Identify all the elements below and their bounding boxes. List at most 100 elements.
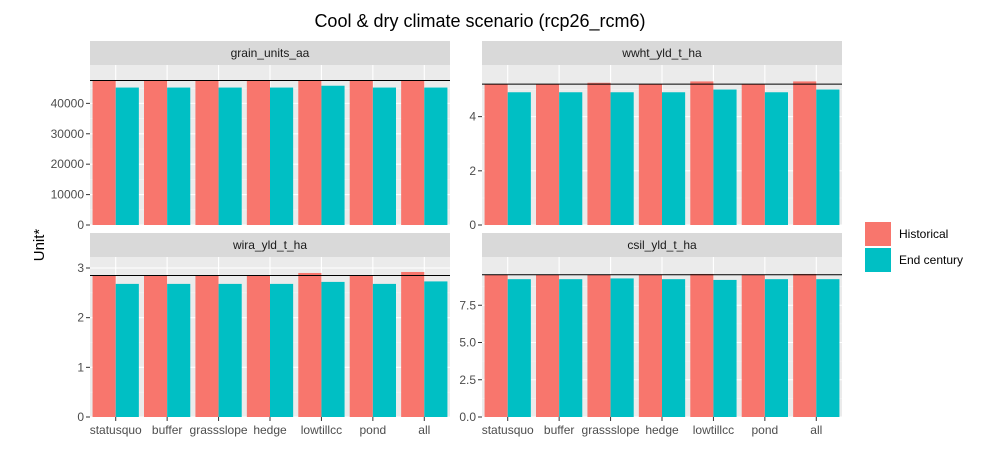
bar-historical-statusquo [92, 80, 116, 226]
bar-end-century-all [424, 281, 448, 417]
x-tick-label: pond [360, 423, 387, 437]
bar-historical-lowtillcc [690, 81, 714, 225]
bar-historical-hedge [638, 274, 662, 417]
bar-end-century-lowtillcc [713, 89, 737, 225]
y-tick-label: 40000 [51, 96, 85, 110]
bar-end-century-pond [764, 279, 788, 417]
bar-historical-pond [741, 274, 765, 417]
y-tick-label: 0 [469, 218, 476, 232]
x-tick-label: all [810, 423, 822, 437]
bar-historical-pond [349, 80, 373, 226]
bar-end-century-all [424, 87, 448, 225]
y-tick-label: 3 [77, 261, 84, 275]
bar-end-century-pond [764, 92, 788, 225]
strip-background [90, 233, 450, 257]
x-tick-label: hedge [645, 423, 679, 437]
bar-end-century-buffer [559, 279, 583, 417]
bar-historical-statusquo [484, 84, 508, 225]
x-tick-label: grassslope [190, 423, 248, 437]
x-tick-label: lowtillcc [693, 423, 734, 437]
bar-end-century-buffer [559, 92, 583, 225]
strip-label: wira_yld_t_ha [232, 238, 307, 252]
bar-historical-grassslope [195, 80, 219, 226]
bar-historical-pond [741, 84, 765, 225]
bar-historical-buffer [144, 275, 168, 417]
x-tick-label: buffer [544, 423, 574, 437]
y-axis-label: Unit* [31, 229, 48, 262]
bar-end-century-hedge [662, 92, 686, 225]
bar-historical-statusquo [92, 275, 116, 417]
bar-historical-all [401, 80, 425, 226]
bar-end-century-hedge [270, 87, 294, 225]
y-tick-label: 4 [469, 110, 476, 124]
bar-end-century-pond [372, 87, 396, 225]
strip-label: csil_yld_t_ha [627, 238, 697, 252]
bar-end-century-all [816, 89, 840, 225]
y-tick-label: 2.5 [459, 373, 476, 387]
x-tick-label: statusquo [90, 423, 142, 437]
bar-historical-lowtillcc [298, 272, 322, 417]
y-tick-label: 10000 [51, 188, 85, 202]
bar-end-century-hedge [662, 279, 686, 417]
bar-historical-lowtillcc [298, 80, 322, 226]
strip-label: wwht_yld_t_ha [621, 46, 702, 60]
facet-panels: grain_units_aa 0 10000 20000 30000 40000 wwht_… [51, 41, 842, 437]
bar-historical-pond [349, 275, 373, 417]
bar-end-century-statusquo [507, 92, 531, 225]
bar-end-century-statusquo [115, 87, 139, 225]
bar-historical-buffer [536, 274, 560, 417]
bar-historical-all [401, 271, 425, 417]
bar-historical-hedge [246, 80, 270, 226]
strip-background [482, 233, 842, 257]
legend-label: Historical [899, 227, 948, 241]
bar-historical-grassslope [587, 82, 611, 225]
bar-historical-buffer [144, 80, 168, 226]
y-tick-label: 7.5 [459, 298, 476, 312]
y-tick-label: 0.0 [459, 410, 476, 424]
strip-label: grain_units_aa [231, 46, 310, 60]
legend-key-end-century [865, 248, 891, 272]
bar-historical-buffer [536, 84, 560, 225]
bar-end-century-hedge [270, 283, 294, 417]
y-tick-label: 1 [77, 360, 84, 374]
bar-historical-grassslope [587, 274, 611, 417]
bar-end-century-all [816, 279, 840, 417]
bar-historical-grassslope [195, 275, 219, 417]
bar-historical-hedge [246, 275, 270, 417]
x-tick-label: pond [752, 423, 779, 437]
y-tick-label: 2 [77, 311, 84, 325]
bar-end-century-grassslope [218, 283, 242, 417]
bar-end-century-grassslope [610, 92, 634, 225]
chart-title: Cool & dry climate scenario (rcp26_rcm6) [314, 11, 645, 32]
y-tick-label: 0 [77, 218, 84, 232]
bar-end-century-buffer [167, 283, 191, 417]
strip-background [90, 41, 450, 65]
legend: Historical End century [865, 222, 963, 272]
bar-end-century-buffer [167, 87, 191, 225]
x-tick-label: lowtillcc [301, 423, 342, 437]
bar-end-century-lowtillcc [321, 281, 345, 417]
bar-historical-hedge [638, 84, 662, 225]
bar-end-century-lowtillcc [321, 85, 345, 225]
y-tick-label: 30000 [51, 127, 85, 141]
x-tick-label: all [418, 423, 430, 437]
bar-end-century-statusquo [507, 279, 531, 417]
y-tick-label: 20000 [51, 157, 85, 171]
panel-csil_yld_t_ha: csil_yld_t_ha 0.0 2.5 5.0 7.5 statusquo buffer… [459, 233, 842, 437]
panel-grain_units_aa: grain_units_aa 0 10000 20000 30000 40000 [51, 41, 450, 232]
x-tick-label: hedge [253, 423, 287, 437]
panel-wwht_yld_t_ha: wwht_yld_t_ha 0 2 4 [469, 41, 842, 232]
y-tick-label: 5.0 [459, 336, 476, 350]
bar-end-century-pond [372, 283, 396, 417]
x-tick-label: buffer [152, 423, 182, 437]
y-tick-label: 2 [469, 164, 476, 178]
bar-end-century-grassslope [218, 87, 242, 225]
legend-key-historical [865, 222, 891, 246]
panel-wira_yld_t_ha: wira_yld_t_ha 0 1 2 3 statusquo buffer grassslo… [77, 233, 450, 437]
x-tick-label: grassslope [582, 423, 640, 437]
bar-end-century-grassslope [610, 278, 634, 417]
bar-historical-all [793, 273, 817, 417]
bar-end-century-lowtillcc [713, 279, 737, 417]
bar-historical-lowtillcc [690, 273, 714, 417]
